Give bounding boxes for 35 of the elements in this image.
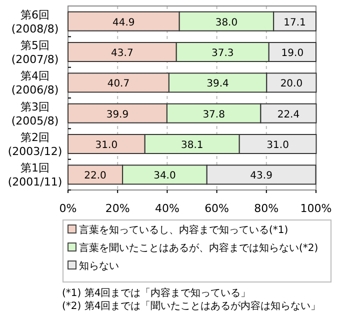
x-tick-label: 40% xyxy=(154,202,180,215)
y-tick-label: 第5回(2007/8) xyxy=(11,39,59,66)
data-label: 22.0 xyxy=(84,170,106,182)
data-label: 39.9 xyxy=(106,109,129,120)
data-label: 43.7 xyxy=(111,48,134,59)
data-label: 31.0 xyxy=(95,140,118,151)
legend-label: 言葉を聞いたことはあるが、内容までは知らない(*2) xyxy=(79,242,318,254)
x-tick-label: 100% xyxy=(300,202,332,215)
data-label: 20.0 xyxy=(280,78,303,90)
data-label: 17.1 xyxy=(284,17,306,28)
data-label: 31.0 xyxy=(266,140,289,151)
x-tick-label: 60% xyxy=(204,202,230,215)
y-tick-label: 第1回(2001/11) xyxy=(8,162,62,189)
y-tick-label: 第4回(2006/8) xyxy=(11,70,59,97)
legend-label: 言葉を知っているし、内容まで知っている(*1) xyxy=(79,224,288,236)
y-tick-label: 第6回(2008/8) xyxy=(11,8,59,36)
text: (*2) 第4回までは「聞いたことはあるが内容は知らない」 xyxy=(62,300,321,312)
data-label: 44.9 xyxy=(112,17,135,28)
data-label: 43.9 xyxy=(250,170,272,182)
x-tick-label: 0% xyxy=(59,202,77,215)
data-label: 38.1 xyxy=(180,140,204,151)
data-label: 37.3 xyxy=(211,48,234,59)
y-tick-label: 第3回(2005/8) xyxy=(11,100,59,128)
legend-label: 知らない xyxy=(79,260,119,272)
data-label: 37.8 xyxy=(202,109,225,120)
data-label: 38.0 xyxy=(215,17,238,28)
data-label: 40.7 xyxy=(107,78,130,90)
y-tick-label: 第2回(2003/12) xyxy=(8,131,62,158)
data-label: 39.4 xyxy=(206,78,229,90)
x-tick-label: 20% xyxy=(105,202,130,215)
x-tick-label: 80% xyxy=(254,202,279,215)
data-label: 19.0 xyxy=(281,48,304,59)
text: (*1) 第4回までは「内容まで知っている」 xyxy=(62,287,251,299)
data-label: 34.0 xyxy=(154,170,176,182)
data-label: 22.4 xyxy=(277,109,300,120)
